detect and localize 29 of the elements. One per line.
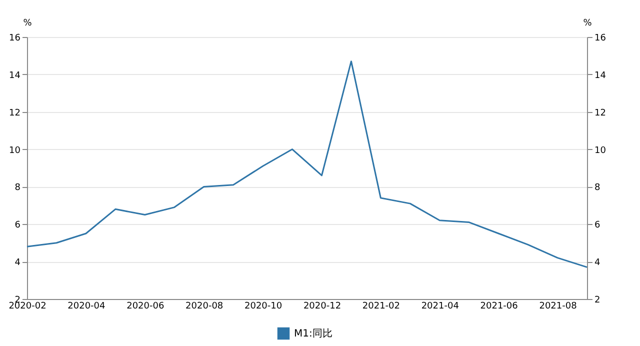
- x-tick-label: 2020-12: [303, 302, 342, 312]
- y2-tick-label: 14: [594, 70, 606, 81]
- x-tick-label: 2021-08: [539, 302, 578, 312]
- x-tick-label: 2020-04: [68, 302, 106, 312]
- y2-tick-label: 12: [594, 108, 606, 118]
- y-tick-label: 6: [14, 220, 21, 231]
- y2-tick-label: 16: [594, 34, 606, 44]
- y2-axis-title: %: [583, 18, 592, 28]
- x-tick-label: 2020-10: [244, 302, 282, 312]
- x-tick-label: 2020-02: [8, 302, 46, 312]
- x-tick-label: 2020-06: [126, 302, 164, 312]
- y-axis-title: %: [23, 18, 32, 28]
- y-tick-label: 10: [9, 146, 21, 156]
- y-tick-label: 12: [9, 108, 20, 118]
- y2-tick-label: 8: [594, 183, 600, 194]
- x-tick-label: 2020-08: [186, 302, 224, 312]
- y2-tick-label: 6: [594, 220, 600, 231]
- x-tick-label: 2021-02: [362, 302, 400, 312]
- y-tick-label: 14: [9, 70, 21, 81]
- x-tick-label: 2021-04: [421, 302, 460, 312]
- y2-tick-label: 4: [594, 258, 600, 268]
- y2-tick-label: 10: [594, 146, 606, 156]
- y2-tick-label: 2: [594, 296, 600, 306]
- x-tick-label: 2021-06: [480, 302, 518, 312]
- y-tick-label: 4: [14, 258, 21, 268]
- legend-label: M1:同比: [294, 328, 332, 340]
- line-series: [26, 60, 588, 268]
- y-tick-label: 16: [9, 34, 21, 44]
- y-tick-label: 8: [14, 183, 21, 194]
